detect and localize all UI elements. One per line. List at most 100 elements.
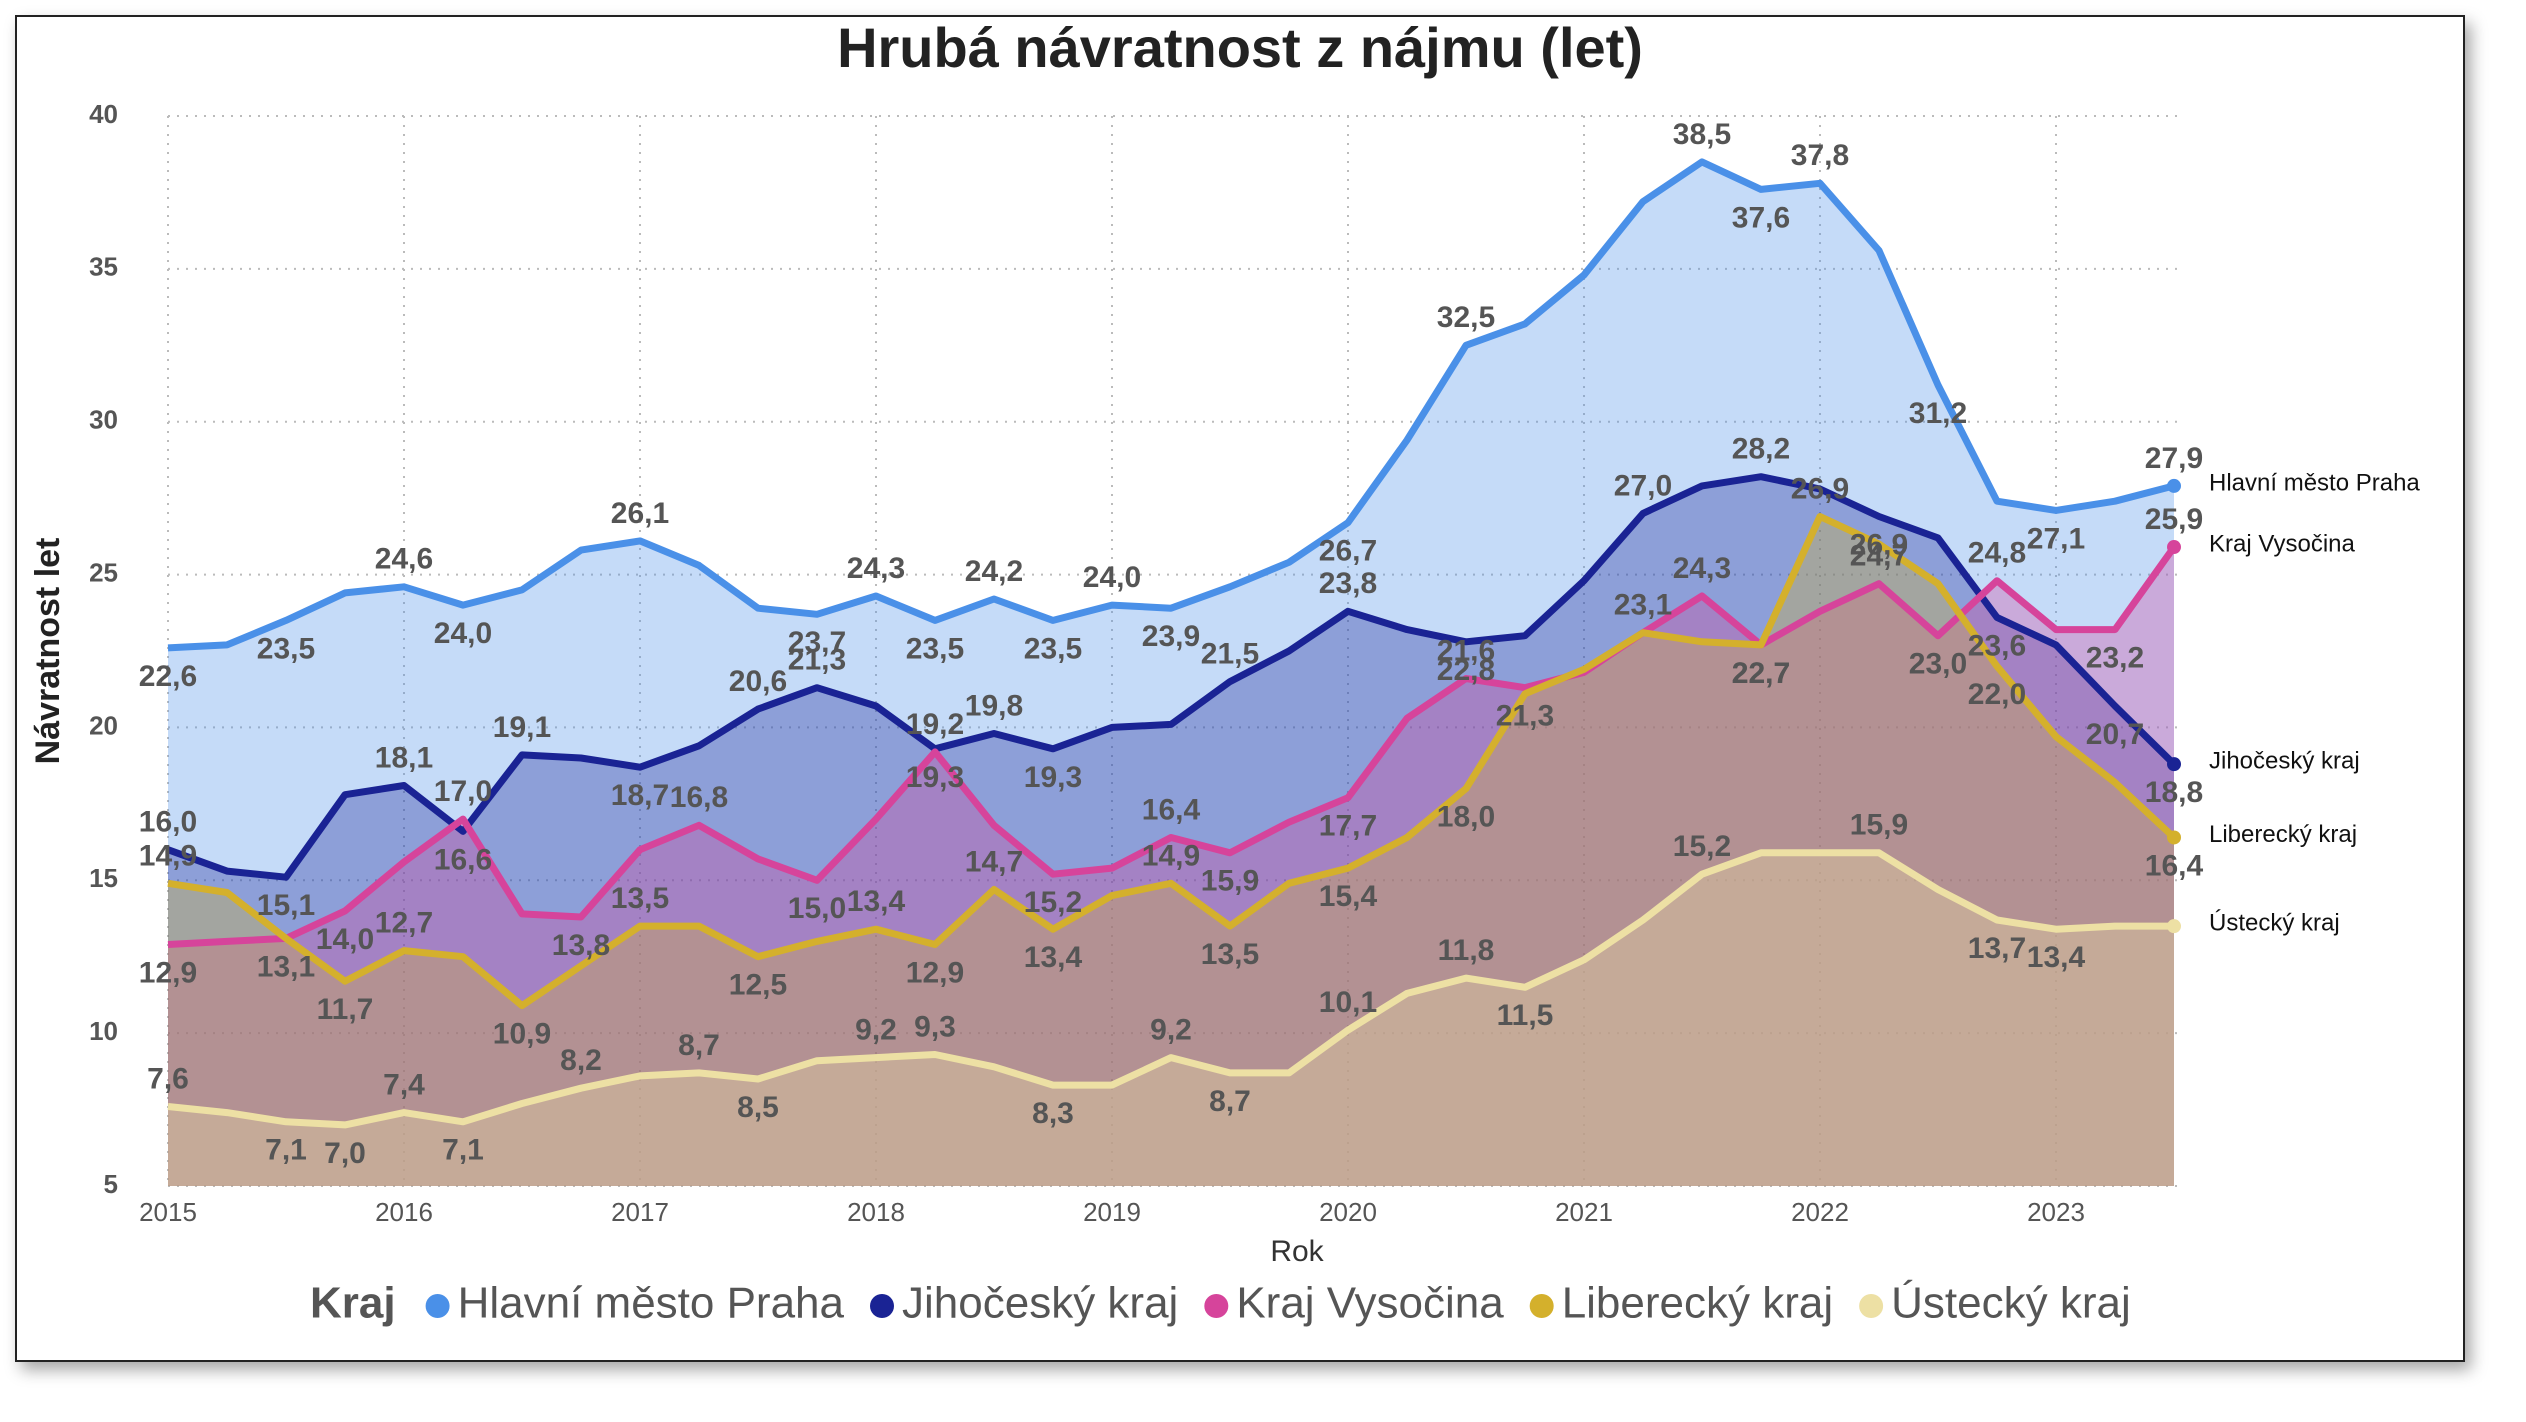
data-label: 27,1 bbox=[2027, 522, 2085, 555]
data-label: 15,1 bbox=[257, 889, 315, 922]
data-label: 23,5 bbox=[257, 632, 315, 665]
data-label: 38,5 bbox=[1673, 118, 1731, 151]
data-label: 23,2 bbox=[2086, 642, 2144, 675]
y-tick-label: 5 bbox=[104, 1169, 118, 1199]
data-label: 14,0 bbox=[316, 923, 374, 956]
data-label: 21,6 bbox=[1437, 634, 1495, 667]
data-label: 11,5 bbox=[1497, 999, 1554, 1032]
data-label: 11,8 bbox=[1438, 934, 1495, 967]
data-label: 8,3 bbox=[1032, 1097, 1074, 1130]
data-label: 32,5 bbox=[1437, 301, 1495, 334]
data-label: 23,5 bbox=[906, 632, 964, 665]
y-tick-label: 35 bbox=[89, 252, 118, 282]
x-tick-label: 2015 bbox=[139, 1197, 197, 1227]
legend-label: Kraj Vysočina bbox=[1236, 1279, 1504, 1328]
line bbox=[167, 849, 2174, 1129]
data-label: 25,9 bbox=[2145, 503, 2203, 536]
data-label: 23,8 bbox=[1319, 567, 1377, 600]
data-label: 16,0 bbox=[139, 806, 197, 839]
data-label: 16,4 bbox=[1142, 793, 1201, 826]
data-label: 28,2 bbox=[1732, 433, 1790, 466]
data-label: 7,4 bbox=[383, 1069, 425, 1102]
data-label: 24,0 bbox=[1083, 561, 1141, 594]
x-tick-label: 2016 bbox=[375, 1197, 433, 1227]
data-label: 22,7 bbox=[1732, 657, 1790, 690]
data-label: 18,7 bbox=[611, 779, 669, 812]
data-label: 23,6 bbox=[1968, 629, 2026, 662]
x-tick-label: 2017 bbox=[611, 1197, 669, 1227]
data-label: 8,7 bbox=[1209, 1085, 1251, 1118]
data-label: 10,9 bbox=[493, 1018, 551, 1051]
data-label: 13,4 bbox=[847, 885, 906, 918]
data-label: 22,7 bbox=[1732, 657, 1790, 690]
data-label: 23,5 bbox=[1024, 632, 1082, 665]
line bbox=[167, 513, 2177, 1010]
data-label: 15,9 bbox=[1201, 865, 1259, 898]
data-label: 20,7 bbox=[2086, 718, 2144, 751]
frame bbox=[15, 15, 2465, 1362]
legend-title: Kraj bbox=[310, 1279, 396, 1328]
data-label: 12,9 bbox=[139, 956, 197, 989]
data-labels: Hlavní město Praha 22,6 23,5 24,6 24,0 26,1 23… bbox=[139, 118, 2421, 1170]
data-label: 22,8 bbox=[1437, 654, 1495, 687]
data-label: 23,9 bbox=[1142, 620, 1200, 653]
data-label: 19,8 bbox=[965, 689, 1023, 722]
data-label: 13,5 bbox=[1201, 938, 1259, 971]
data-label: 24,3 bbox=[1673, 552, 1731, 585]
data-label: 18,0 bbox=[1437, 800, 1495, 833]
data-label: 19,2 bbox=[906, 708, 964, 741]
data-label: 15,0 bbox=[788, 892, 846, 925]
data-label: 13,1 bbox=[257, 950, 315, 983]
data-label: 12,7 bbox=[375, 907, 433, 940]
y-tick-label: 40 bbox=[89, 99, 118, 129]
data-label: 13,4 bbox=[2027, 941, 2086, 974]
line bbox=[166, 473, 2177, 881]
area bbox=[168, 161, 2174, 1186]
data-label: 13,4 bbox=[1024, 941, 1083, 974]
data-label: 37,6 bbox=[1732, 201, 1790, 234]
end-point bbox=[2167, 478, 2181, 493]
data-label: 13,7 bbox=[1968, 932, 2026, 965]
data-label: 18,8 bbox=[2145, 776, 2203, 809]
legend-label: Jihočeský kraj bbox=[902, 1279, 1178, 1328]
data-label: 19,3 bbox=[906, 761, 964, 794]
legend-label: Hlavní město Praha bbox=[458, 1279, 845, 1328]
series-end-label: Jihočeský kraj bbox=[2209, 747, 2360, 774]
areas bbox=[168, 161, 2174, 1186]
data-label: 15,4 bbox=[1319, 880, 1378, 913]
data-label: 19,1 bbox=[493, 711, 551, 744]
series-end-label: Hlavní město Praha bbox=[2209, 469, 2420, 496]
data-label: 8,5 bbox=[737, 1091, 779, 1124]
data-label: 13,8 bbox=[552, 929, 610, 962]
data-label: 8,7 bbox=[678, 1029, 720, 1062]
y-tick-label: 20 bbox=[89, 710, 118, 740]
data-label: 14,9 bbox=[139, 839, 197, 872]
y-tick-label: 10 bbox=[89, 1016, 118, 1046]
data-label: 12,5 bbox=[729, 969, 787, 1002]
data-label: 8,2 bbox=[560, 1044, 602, 1077]
legend-label: Liberecký kraj bbox=[1562, 1279, 1833, 1328]
data-label: 27,9 bbox=[2145, 442, 2203, 475]
x-tick-label: 2023 bbox=[2027, 1197, 2085, 1227]
y-tick-label: 15 bbox=[89, 863, 118, 893]
legend-marker bbox=[425, 1294, 450, 1318]
legend-marker bbox=[870, 1294, 894, 1318]
data-label: 16,8 bbox=[670, 781, 728, 814]
data-label: 22,0 bbox=[1968, 678, 2026, 711]
data-label: 15,9 bbox=[1850, 809, 1908, 842]
data-label: 17,0 bbox=[434, 775, 492, 808]
data-label: 26,1 bbox=[611, 497, 669, 530]
area bbox=[168, 852, 2174, 1186]
legend-marker bbox=[1529, 1294, 1554, 1318]
y-axis-label: Návratnost let bbox=[29, 538, 67, 765]
data-label: 24,8 bbox=[1968, 537, 2026, 570]
data-label: 7,6 bbox=[147, 1062, 189, 1095]
legend-label: Ústecký kraj bbox=[1891, 1279, 2131, 1328]
data-label: 26,7 bbox=[1319, 535, 1377, 568]
data-label: 27,0 bbox=[1614, 469, 1672, 502]
series-end-label: Kraj Vysočina bbox=[2209, 530, 2355, 557]
data-label: 11,7 bbox=[317, 993, 374, 1026]
legend: Kraj Hlavní město Praha Jihočeský kraj Kraj… bbox=[310, 1279, 2131, 1328]
data-label: 12,9 bbox=[906, 956, 964, 989]
